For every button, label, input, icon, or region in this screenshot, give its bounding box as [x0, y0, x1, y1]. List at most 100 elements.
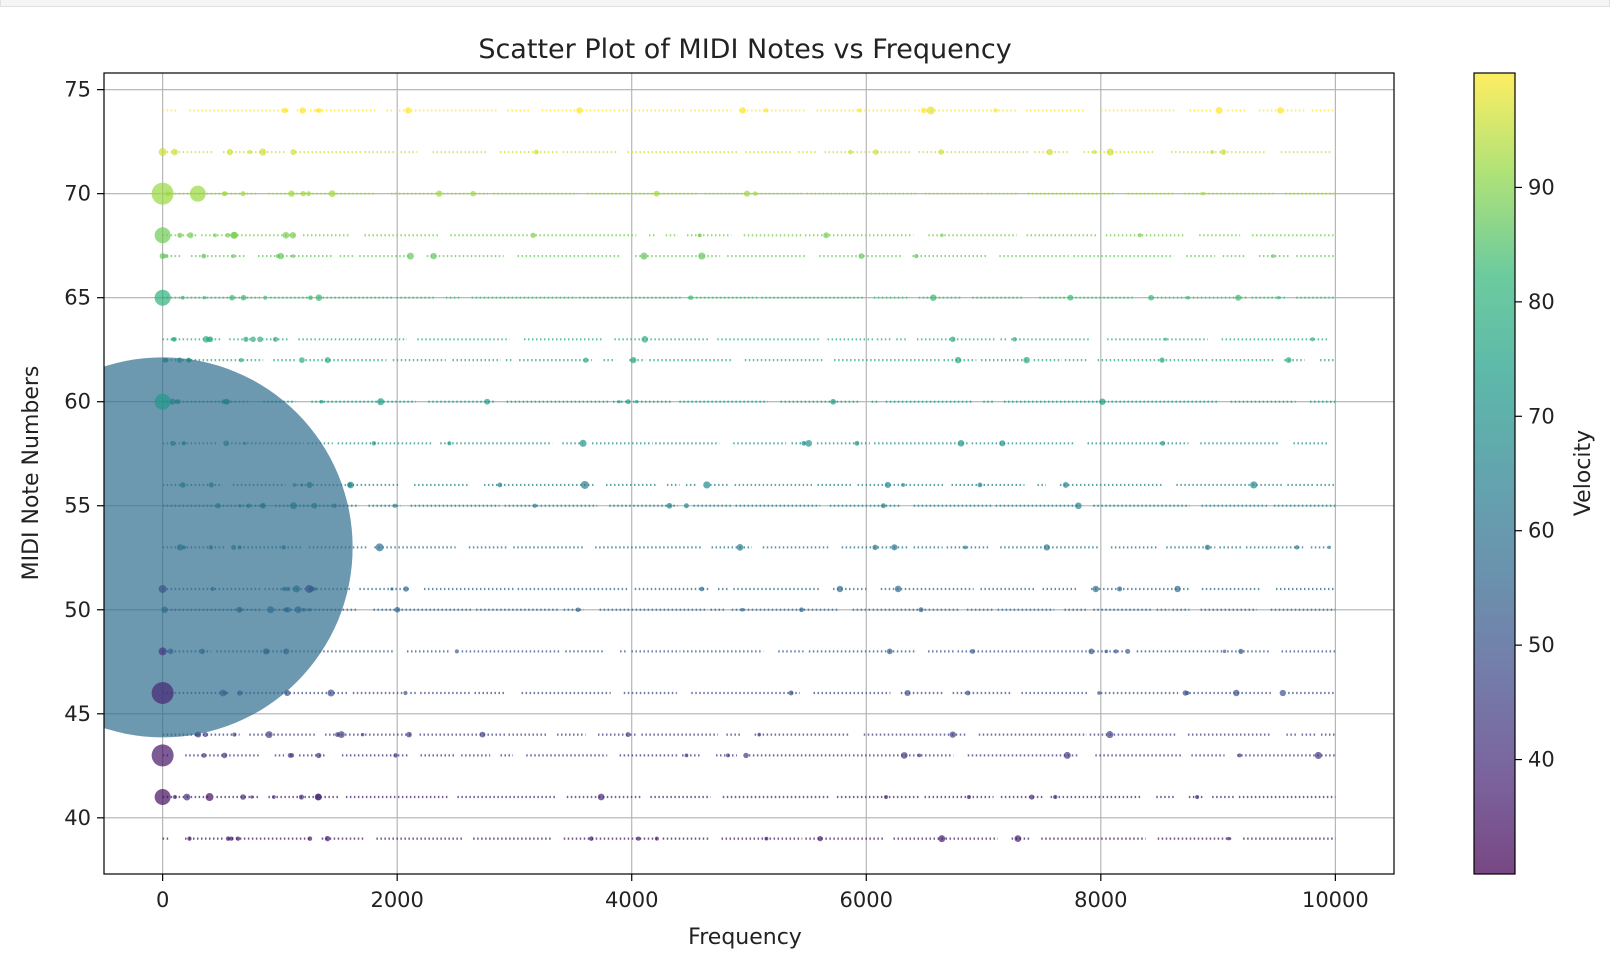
row-point — [938, 149, 944, 155]
x-tick-label: 10000 — [1302, 888, 1369, 912]
row-point — [764, 836, 769, 841]
row-point — [954, 356, 962, 364]
row-point — [392, 503, 398, 508]
row-point — [666, 502, 673, 509]
row-point — [1125, 648, 1131, 654]
row-point — [854, 440, 860, 446]
row-point — [247, 150, 253, 155]
row-point — [1046, 148, 1053, 156]
row-point — [1088, 648, 1095, 655]
data-point — [158, 584, 167, 593]
row-point — [1279, 689, 1286, 697]
data-point — [189, 185, 206, 202]
row-point — [1097, 691, 1101, 695]
row-point — [799, 607, 804, 613]
row-point — [221, 752, 228, 759]
row-point — [259, 148, 267, 156]
row-point — [1053, 794, 1058, 800]
row-point — [1314, 751, 1322, 759]
row-point — [225, 836, 231, 841]
row-point — [243, 336, 249, 342]
row-point — [202, 732, 208, 738]
row-point — [858, 253, 865, 259]
row-point — [406, 252, 414, 260]
row-point — [308, 295, 313, 301]
row-point — [688, 295, 694, 301]
note-row-67 — [159, 252, 1336, 260]
row-point — [949, 731, 956, 738]
colorbar — [1473, 72, 1516, 875]
y-tick-label: 60 — [64, 390, 91, 414]
note-row-70 — [162, 190, 1336, 198]
row-point — [739, 107, 747, 114]
note-row-39 — [162, 835, 1336, 843]
row-point — [999, 440, 1006, 447]
row-point — [699, 586, 705, 592]
row-point — [447, 441, 452, 446]
colorbar-tick-label: 60 — [1528, 519, 1555, 543]
row-point — [1185, 690, 1190, 696]
row-point — [900, 752, 908, 759]
row-point — [202, 295, 207, 300]
row-point — [753, 191, 758, 196]
row-point — [949, 336, 956, 343]
row-point — [265, 731, 273, 739]
y-tick-label: 50 — [64, 598, 91, 622]
row-point — [1029, 794, 1035, 800]
row-point — [617, 400, 621, 404]
row-point — [575, 607, 581, 613]
row-point — [1106, 731, 1114, 739]
data-point — [154, 393, 171, 410]
row-point — [1222, 649, 1227, 654]
note-row-68 — [162, 231, 1336, 239]
row-point — [641, 336, 649, 343]
row-point — [1310, 337, 1315, 342]
row-point — [1067, 294, 1074, 301]
row-point — [817, 836, 823, 842]
row-point — [957, 440, 965, 447]
row-point — [726, 753, 730, 758]
row-point — [1117, 586, 1123, 592]
note-row-62 — [162, 356, 1336, 364]
y-tick-label: 65 — [64, 286, 91, 310]
row-point — [763, 108, 769, 113]
row-point — [360, 732, 365, 737]
row-point — [743, 190, 751, 197]
row-point — [287, 752, 293, 758]
row-point — [231, 254, 236, 259]
colorbar-tick-label: 90 — [1528, 175, 1555, 199]
y-axis-ticks: 40 45 50 55 60 65 70 75 — [64, 78, 104, 830]
row-point — [579, 439, 587, 447]
row-point — [282, 231, 290, 239]
row-point — [232, 732, 237, 737]
row-point — [1215, 106, 1223, 114]
row-point — [484, 398, 491, 405]
row-point — [371, 441, 377, 446]
row-point — [315, 108, 320, 113]
colorbar-ticks: 40 50 60 70 80 90 — [1515, 175, 1555, 772]
row-point — [1327, 545, 1331, 550]
y-tick-label: 55 — [64, 494, 91, 518]
row-point — [327, 689, 335, 697]
x-tick-label: 4000 — [605, 888, 658, 912]
row-point — [324, 357, 331, 364]
colorbar-tick-label: 40 — [1528, 748, 1555, 772]
row-point — [172, 794, 178, 800]
row-point — [757, 732, 762, 737]
row-point — [393, 753, 398, 758]
row-point — [1137, 233, 1142, 238]
x-tick-label: 2000 — [370, 888, 423, 912]
row-point — [299, 107, 306, 114]
row-point — [272, 336, 279, 342]
row-point — [965, 690, 971, 696]
y-axis-label: MIDI Note Numbers — [19, 366, 44, 581]
row-point — [240, 191, 246, 197]
note-row-48 — [162, 648, 1336, 655]
row-point — [884, 481, 891, 488]
row-point — [883, 794, 889, 800]
row-point — [736, 544, 744, 551]
row-point — [630, 356, 637, 364]
row-point — [1237, 753, 1242, 758]
data-point — [104, 357, 353, 738]
